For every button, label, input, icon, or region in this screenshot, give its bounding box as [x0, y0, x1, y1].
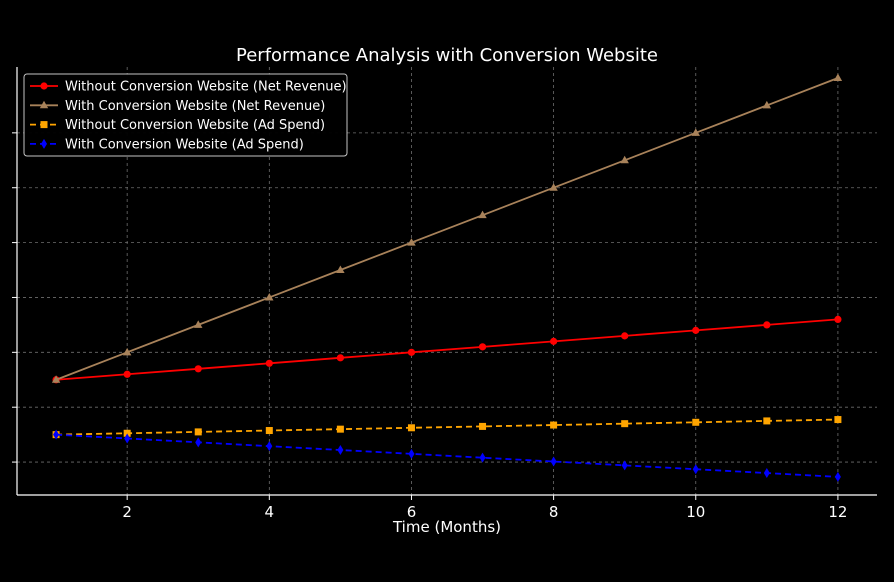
data-point	[53, 429, 60, 440]
legend-label: With Conversion Website (Ad Spend)	[65, 137, 304, 152]
data-point	[407, 238, 416, 246]
data-point	[40, 121, 48, 129]
data-point	[41, 138, 47, 149]
legend-label: With Conversion Website (Net Revenue)	[65, 99, 325, 114]
data-point	[550, 421, 558, 429]
data-point	[336, 265, 345, 274]
legend-entry: Without Conversion Website (Ad Spend)	[30, 118, 325, 133]
data-point	[478, 210, 487, 219]
data-point	[407, 348, 416, 356]
data-point	[194, 365, 202, 373]
series-line	[56, 418, 838, 436]
data-point	[336, 354, 344, 362]
data-point	[762, 100, 772, 109]
data-point	[337, 445, 344, 456]
data-point	[763, 417, 771, 425]
data-point	[550, 337, 558, 345]
legend-label: Without Conversion Website (Ad Spend)	[65, 118, 325, 133]
data-point	[692, 464, 699, 475]
data-point	[39, 100, 49, 109]
data-point	[407, 424, 415, 432]
series-2	[51, 73, 843, 383]
x-tick-label: 2	[122, 503, 132, 521]
data-point	[265, 427, 273, 435]
series-1	[52, 315, 842, 384]
data-point	[692, 418, 700, 426]
legend-entry: Without Conversion Website (Net Revenue)	[30, 80, 347, 95]
data-point	[265, 359, 273, 367]
series-layer	[51, 73, 843, 482]
data-point	[478, 343, 487, 351]
x-tick-label: 10	[686, 503, 705, 521]
data-point	[834, 471, 841, 482]
data-point	[194, 428, 202, 436]
data-point	[123, 429, 131, 437]
data-point	[692, 326, 700, 334]
x-tick-label: 12	[828, 503, 847, 521]
data-point	[123, 370, 131, 378]
data-point	[122, 347, 132, 356]
data-point	[336, 425, 344, 433]
data-point	[763, 468, 770, 479]
legend-label: Without Conversion Website (Net Revenue)	[65, 80, 347, 95]
data-point	[479, 422, 487, 430]
series-line	[56, 318, 838, 381]
series-4	[53, 429, 841, 482]
series-3	[52, 416, 842, 439]
legend: Without Conversion Website (Net Revenue)…	[23, 73, 348, 157]
data-point	[265, 292, 274, 301]
x-tick-label: 8	[549, 503, 559, 521]
data-point	[124, 433, 131, 444]
data-point	[51, 375, 61, 383]
legend-box	[23, 73, 348, 157]
data-point	[479, 452, 486, 463]
series-line	[56, 433, 838, 478]
data-point	[550, 456, 557, 467]
data-point	[834, 315, 842, 324]
data-point	[408, 448, 415, 459]
x-tick-label: 4	[265, 503, 275, 521]
x-axis-label: Time (Months)	[392, 518, 501, 536]
x-tick-label: 6	[407, 503, 417, 521]
data-point	[763, 321, 771, 329]
data-point	[621, 420, 629, 428]
data-point	[40, 82, 48, 90]
data-point	[195, 437, 202, 448]
data-point	[621, 332, 629, 340]
chart-title: Performance Analysis with Conversion Web…	[236, 45, 658, 66]
x-axis-ticks: 2 4 6 8 10 12	[122, 495, 847, 521]
data-point	[620, 155, 629, 164]
data-point	[691, 128, 700, 136]
series-line	[55, 77, 839, 381]
data-point	[834, 416, 842, 424]
legend-entry: With Conversion Website (Ad Spend)	[30, 137, 304, 152]
data-point	[549, 183, 558, 191]
data-point	[833, 73, 843, 81]
data-point	[266, 441, 273, 452]
axes	[12, 67, 877, 496]
legend-entry: With Conversion Website (Net Revenue)	[30, 99, 325, 114]
data-point	[621, 460, 628, 471]
data-point	[194, 320, 203, 328]
